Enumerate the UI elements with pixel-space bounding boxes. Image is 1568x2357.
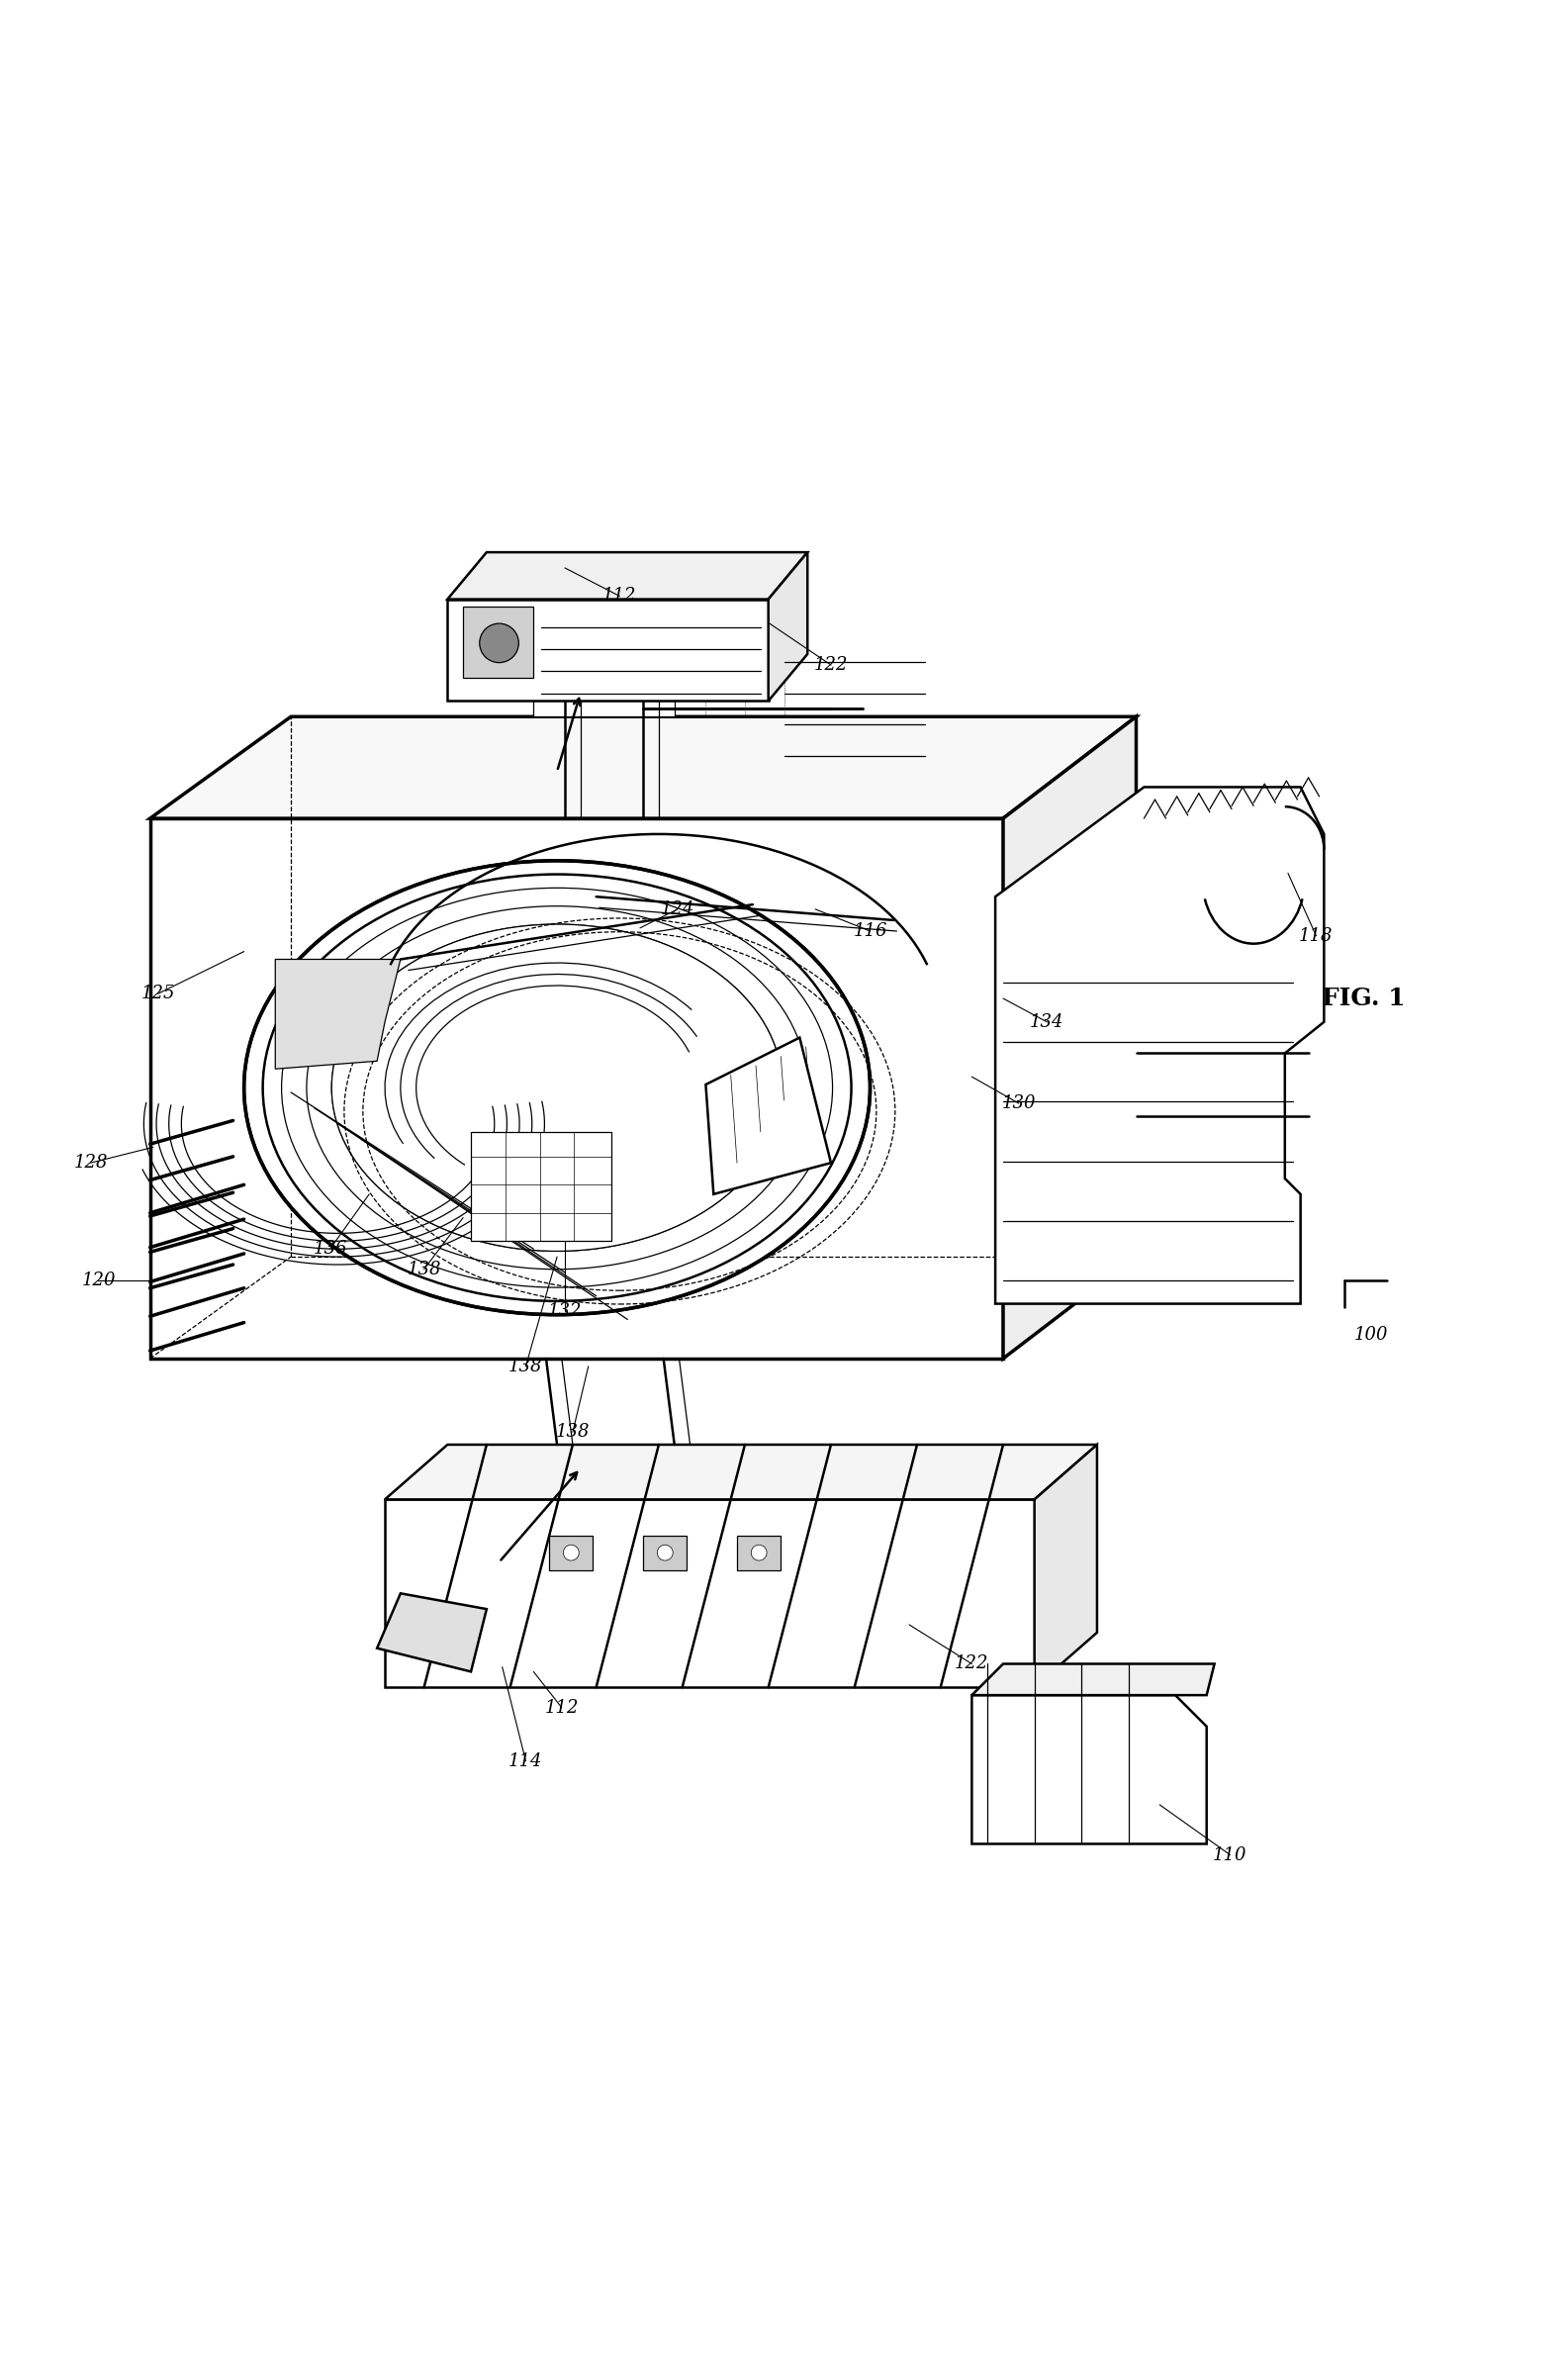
Text: 138: 138: [555, 1424, 590, 1440]
Text: 118: 118: [1300, 926, 1333, 945]
Text: 122: 122: [955, 1655, 989, 1673]
Polygon shape: [151, 818, 1004, 1358]
Text: 120: 120: [82, 1270, 116, 1289]
Ellipse shape: [751, 1544, 767, 1560]
Polygon shape: [972, 1695, 1207, 1843]
Polygon shape: [1035, 1445, 1098, 1688]
Ellipse shape: [480, 625, 519, 662]
Ellipse shape: [563, 1544, 579, 1560]
Text: 116: 116: [853, 922, 887, 940]
Text: 128: 128: [74, 1155, 108, 1171]
Polygon shape: [384, 1499, 1035, 1688]
Polygon shape: [972, 1664, 1215, 1695]
Bar: [549, 1534, 593, 1570]
Polygon shape: [447, 552, 808, 599]
Polygon shape: [276, 959, 400, 1070]
Bar: [643, 1534, 687, 1570]
Ellipse shape: [657, 1544, 673, 1560]
Polygon shape: [151, 717, 1137, 818]
Text: 132: 132: [547, 1303, 582, 1320]
Polygon shape: [384, 1445, 1098, 1499]
Text: 122: 122: [814, 655, 848, 674]
Text: 125: 125: [141, 985, 176, 1002]
Text: 114: 114: [508, 1751, 543, 1770]
Polygon shape: [996, 787, 1323, 1303]
Polygon shape: [447, 599, 768, 700]
Text: 112: 112: [544, 1699, 579, 1716]
Ellipse shape: [332, 924, 782, 1252]
Ellipse shape: [245, 860, 870, 1315]
Bar: [737, 1534, 781, 1570]
Polygon shape: [463, 608, 533, 676]
Text: 124: 124: [660, 900, 695, 919]
Polygon shape: [470, 1131, 612, 1242]
Polygon shape: [768, 552, 808, 700]
Polygon shape: [706, 1037, 831, 1195]
Text: 112: 112: [602, 587, 637, 606]
Text: 138: 138: [508, 1358, 543, 1374]
Text: 110: 110: [1214, 1846, 1247, 1864]
Polygon shape: [533, 700, 674, 717]
Polygon shape: [376, 1593, 486, 1671]
Text: FIG. 1: FIG. 1: [1322, 988, 1405, 1011]
Text: 134: 134: [1030, 1014, 1065, 1030]
Text: 138: 138: [408, 1261, 441, 1277]
Text: 136: 136: [314, 1240, 347, 1259]
Polygon shape: [1004, 717, 1137, 1358]
Text: 130: 130: [1002, 1094, 1036, 1113]
Text: 100: 100: [1353, 1327, 1388, 1343]
